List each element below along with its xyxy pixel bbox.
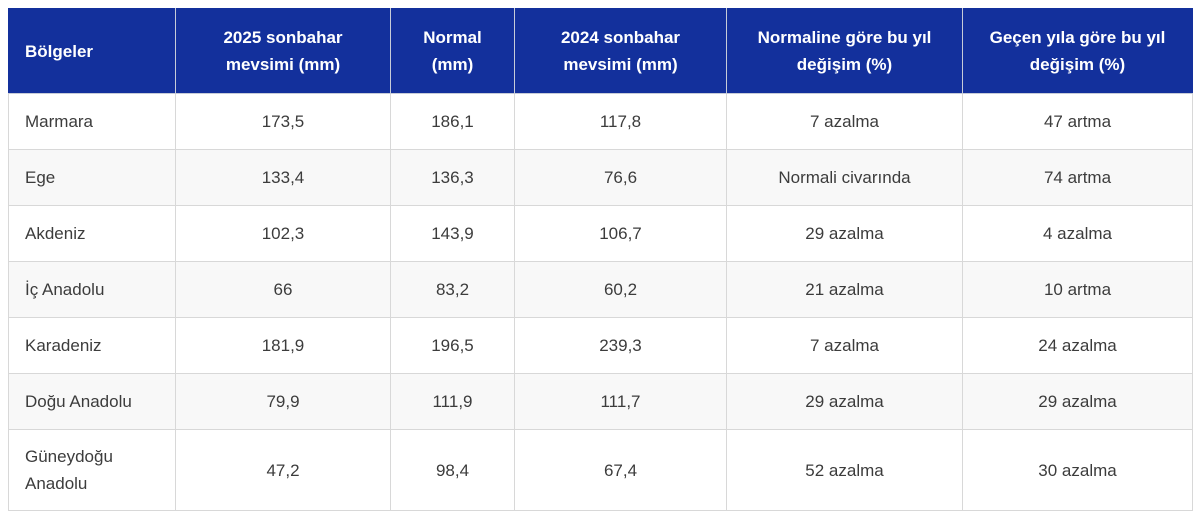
value-cell-normal: 143,9	[390, 205, 515, 262]
region-cell: İç Anadolu	[8, 261, 176, 318]
value-cell-normal: 196,5	[390, 317, 515, 374]
column-header-2025-autumn: 2025 sonbahar mevsimi (mm)	[175, 8, 391, 94]
value-cell-change-normal: 29 azalma	[726, 205, 963, 262]
value-cell-change-normal: Normali civarında	[726, 149, 963, 206]
value-cell-2025: 79,9	[175, 373, 391, 430]
region-cell: Doğu Anadolu	[8, 373, 176, 430]
column-header-regions: Bölgeler	[8, 8, 176, 94]
value-cell-change-lastyear: 10 artma	[962, 261, 1193, 318]
value-cell-change-normal: 52 azalma	[726, 429, 963, 511]
column-header-change-vs-normal: Normaline göre bu yıl değişim (%)	[726, 8, 963, 94]
value-cell-2024: 60,2	[514, 261, 727, 318]
table-row-dogu-anadolu: Doğu Anadolu 79,9 111,9 111,7 29 azalma …	[8, 373, 1193, 430]
value-cell-2024: 106,7	[514, 205, 727, 262]
column-header-normal: Normal (mm)	[390, 8, 515, 94]
value-cell-2024: 76,6	[514, 149, 727, 206]
value-cell-2025: 181,9	[175, 317, 391, 374]
region-cell: Akdeniz	[8, 205, 176, 262]
value-cell-normal: 136,3	[390, 149, 515, 206]
value-cell-normal: 186,1	[390, 93, 515, 150]
table-row-guneydogu-anadolu: Güneydoğu Anadolu 47,2 98,4 67,4 52 azal…	[8, 429, 1193, 511]
value-cell-2024: 111,7	[514, 373, 727, 430]
table-row-ic-anadolu: İç Anadolu 66 83,2 60,2 21 azalma 10 art…	[8, 261, 1193, 318]
value-cell-normal: 98,4	[390, 429, 515, 511]
value-cell-2025: 133,4	[175, 149, 391, 206]
region-cell: Ege	[8, 149, 176, 206]
value-cell-2025: 66	[175, 261, 391, 318]
table-row-ege: Ege 133,4 136,3 76,6 Normali civarında 7…	[8, 149, 1193, 206]
value-cell-change-normal: 7 azalma	[726, 93, 963, 150]
column-header-2024-autumn: 2024 sonbahar mevsimi (mm)	[514, 8, 727, 94]
value-cell-2024: 67,4	[514, 429, 727, 511]
value-cell-change-normal: 29 azalma	[726, 373, 963, 430]
value-cell-2025: 173,5	[175, 93, 391, 150]
table-row-karadeniz: Karadeniz 181,9 196,5 239,3 7 azalma 24 …	[8, 317, 1193, 374]
table-row-marmara: Marmara 173,5 186,1 117,8 7 azalma 47 ar…	[8, 93, 1193, 150]
value-cell-change-lastyear: 29 azalma	[962, 373, 1193, 430]
value-cell-2024: 117,8	[514, 93, 727, 150]
value-cell-normal: 111,9	[390, 373, 515, 430]
value-cell-change-lastyear: 4 azalma	[962, 205, 1193, 262]
column-header-change-vs-last-year: Geçen yıla göre bu yıl değişim (%)	[962, 8, 1193, 94]
region-cell: Marmara	[8, 93, 176, 150]
value-cell-change-normal: 7 azalma	[726, 317, 963, 374]
value-cell-change-lastyear: 24 azalma	[962, 317, 1193, 374]
value-cell-2024: 239,3	[514, 317, 727, 374]
header-row: Bölgeler 2025 sonbahar mevsimi (mm) Norm…	[8, 8, 1193, 94]
region-cell: Güneydoğu Anadolu	[8, 429, 176, 511]
value-cell-change-lastyear: 74 artma	[962, 149, 1193, 206]
value-cell-normal: 83,2	[390, 261, 515, 318]
value-cell-change-lastyear: 30 azalma	[962, 429, 1193, 511]
region-cell: Karadeniz	[8, 317, 176, 374]
value-cell-2025: 47,2	[175, 429, 391, 511]
table-row-akdeniz: Akdeniz 102,3 143,9 106,7 29 azalma 4 az…	[8, 205, 1193, 262]
precipitation-table: Bölgeler 2025 sonbahar mevsimi (mm) Norm…	[8, 8, 1193, 511]
value-cell-change-lastyear: 47 artma	[962, 93, 1193, 150]
value-cell-change-normal: 21 azalma	[726, 261, 963, 318]
value-cell-2025: 102,3	[175, 205, 391, 262]
